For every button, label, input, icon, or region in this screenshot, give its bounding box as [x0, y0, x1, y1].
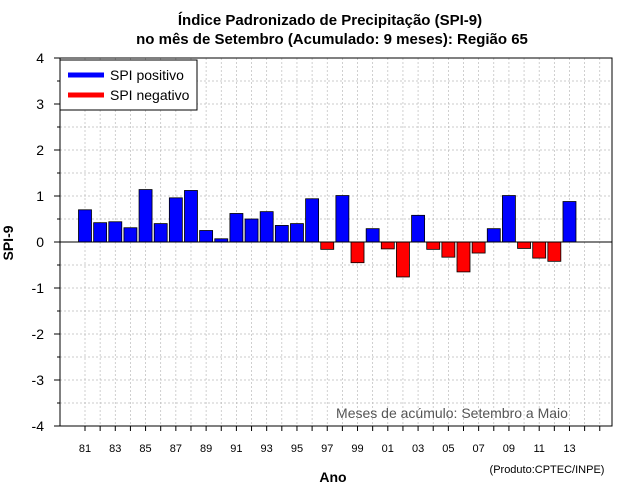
- bar-2003: [411, 214, 425, 243]
- bar-1997: [320, 241, 335, 250]
- x-tick-label: 13: [563, 443, 575, 455]
- bar-2005: [441, 241, 456, 258]
- bar-1985: [138, 189, 153, 243]
- bar-1982: [93, 222, 108, 243]
- x-tick-label: 09: [503, 443, 515, 455]
- x-tick-label: 99: [351, 443, 363, 455]
- y-tick-label: 3: [36, 96, 44, 112]
- chart-title-line2: no mês de Setembro (Acumulado: 9 meses):…: [136, 31, 528, 48]
- bar-1994: [274, 225, 289, 243]
- x-axis-label: Ano: [319, 469, 346, 485]
- chart-title-line1: Índice Padronizado de Precipitação (SPI-…: [178, 12, 482, 29]
- bar-1981: [78, 209, 92, 243]
- x-tick-label: 89: [200, 443, 212, 455]
- x-tick-label: 95: [291, 443, 303, 455]
- y-tick-label: 0: [36, 234, 44, 250]
- bar-1983: [108, 221, 123, 243]
- bar-1995: [290, 223, 304, 243]
- y-tick-label: -1: [32, 280, 45, 296]
- y-tick-label: 1: [36, 188, 44, 204]
- x-tick-label: 91: [230, 443, 242, 455]
- x-tick-label: 11: [533, 443, 544, 455]
- bar-2000: [365, 228, 380, 243]
- bar-1992: [244, 218, 259, 243]
- x-tick-label: 93: [261, 443, 273, 455]
- accumulation-note: Meses de acúmulo: Setembro a Maio: [336, 405, 568, 421]
- bar-1999: [350, 241, 365, 264]
- bar-1991: [229, 213, 244, 243]
- bar-2013: [562, 201, 577, 243]
- x-tick-label: 07: [473, 443, 485, 455]
- bar-1987: [168, 197, 183, 243]
- bar-1993: [259, 211, 274, 243]
- x-tick-label: 85: [139, 443, 151, 455]
- y-tick-label: 2: [36, 142, 44, 158]
- product-credit: (Produto:CPTEC/INPE): [490, 464, 605, 476]
- legend-label-negative: SPI negativo: [110, 87, 190, 103]
- bar-2007: [471, 241, 486, 254]
- x-tick-label: 97: [321, 443, 333, 455]
- bar-1984: [123, 227, 138, 243]
- y-tick-label: -3: [32, 372, 45, 388]
- axes: 4 3 2 1 0 -1 -2 -3 -4 81 83 85 87 89 91 93 95 97 99 01 03 05 0…: [32, 50, 613, 455]
- bar-2004: [426, 241, 441, 250]
- y-tick-label: -2: [32, 326, 45, 342]
- y-tick-label: -4: [32, 418, 45, 434]
- bar-2006: [456, 241, 471, 273]
- x-tick-label: 01: [382, 443, 394, 455]
- bar-2009: [502, 195, 516, 243]
- legend: SPI positivo SPI negativo: [59, 59, 198, 111]
- bar-2011: [532, 241, 547, 259]
- bar-2010: [517, 241, 531, 249]
- bars: [78, 189, 577, 278]
- bar-2008: [486, 228, 501, 243]
- bar-1986: [153, 223, 168, 243]
- bar-1989: [199, 230, 214, 243]
- y-axis-label: SPI-9: [0, 225, 16, 260]
- bar-2002: [396, 241, 410, 278]
- bar-2012: [547, 241, 562, 262]
- bar-2001: [380, 241, 395, 250]
- bar-1996: [305, 198, 320, 243]
- legend-label-positive: SPI positivo: [110, 67, 184, 83]
- x-tick-label: 87: [170, 443, 182, 455]
- x-tick-label: 81: [79, 443, 91, 455]
- x-tick-label: 05: [442, 443, 454, 455]
- legend-box: [59, 59, 198, 111]
- x-tick-label: 03: [412, 443, 424, 455]
- x-tick-label: 83: [109, 443, 121, 455]
- bar-1988: [184, 190, 198, 243]
- bar-1998: [335, 195, 350, 243]
- y-tick-label: 4: [36, 50, 44, 66]
